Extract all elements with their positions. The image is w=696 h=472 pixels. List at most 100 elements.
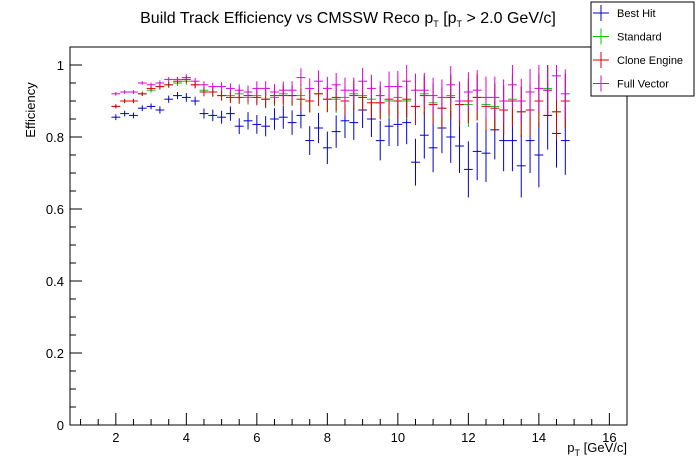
data-point bbox=[296, 88, 306, 110]
data-point bbox=[455, 81, 464, 121]
data-point bbox=[199, 87, 209, 97]
data-point bbox=[120, 110, 130, 117]
data-point bbox=[137, 91, 147, 96]
data-point bbox=[384, 71, 394, 102]
data-point bbox=[287, 81, 297, 100]
data-point bbox=[437, 79, 447, 116]
data-point bbox=[129, 112, 138, 119]
data-point bbox=[137, 81, 147, 85]
data-point bbox=[331, 72, 341, 97]
data-point bbox=[278, 105, 288, 129]
data-point bbox=[296, 68, 306, 87]
data-point bbox=[190, 96, 200, 106]
x-axis-title: pT [GeV/c] bbox=[567, 440, 627, 458]
data-point bbox=[490, 76, 500, 119]
data-point bbox=[358, 67, 368, 95]
y-tick-label: 0.2 bbox=[46, 346, 64, 361]
data-point bbox=[164, 76, 174, 82]
data-point bbox=[111, 104, 121, 109]
y-tick-label: 1 bbox=[57, 58, 64, 73]
x-tick-label: 12 bbox=[461, 430, 475, 445]
data-point bbox=[243, 85, 253, 99]
plot-frame bbox=[69, 46, 628, 426]
data-point bbox=[217, 110, 226, 124]
data-point bbox=[543, 66, 553, 114]
data-point bbox=[270, 84, 279, 100]
data-point bbox=[111, 92, 121, 96]
data-point bbox=[190, 77, 200, 85]
x-tick-label: 2 bbox=[112, 430, 119, 445]
legend-entry: Full Vector bbox=[593, 75, 669, 92]
chart-title: Build Track Efficiency vs CMSSW Reco pT … bbox=[140, 10, 556, 29]
data-point bbox=[173, 92, 182, 100]
legend-label: Clone Engine bbox=[617, 55, 683, 67]
legend-entry: Standard bbox=[593, 28, 662, 45]
data-point bbox=[155, 80, 165, 86]
data-point bbox=[225, 83, 235, 94]
data-point bbox=[314, 112, 323, 144]
data-point bbox=[164, 81, 174, 88]
data-point bbox=[270, 108, 279, 130]
data-point bbox=[367, 74, 376, 103]
data-point bbox=[375, 81, 385, 110]
data-point bbox=[287, 110, 297, 135]
data-point bbox=[243, 112, 253, 130]
data-point bbox=[331, 115, 341, 148]
data-point bbox=[120, 98, 130, 104]
data-point bbox=[472, 122, 482, 181]
data-point bbox=[349, 77, 359, 103]
data-point bbox=[340, 77, 350, 103]
data-point bbox=[164, 95, 174, 103]
data-point bbox=[560, 69, 570, 119]
data-point bbox=[155, 106, 165, 114]
data-point bbox=[199, 81, 209, 89]
data-point bbox=[252, 81, 262, 96]
data-point bbox=[428, 77, 438, 114]
data-point bbox=[234, 118, 244, 135]
y-axis-title: Efficiency bbox=[23, 82, 38, 138]
data-point bbox=[234, 84, 244, 96]
data-point bbox=[120, 90, 130, 94]
data-point bbox=[393, 70, 403, 103]
data-point bbox=[146, 82, 156, 87]
x-tick-label: 10 bbox=[391, 430, 405, 445]
data-point bbox=[481, 124, 491, 182]
legend-entry: Clone Engine bbox=[593, 52, 683, 68]
x-tick-label: 16 bbox=[602, 430, 616, 445]
data-point bbox=[411, 73, 420, 107]
data-point bbox=[446, 66, 456, 104]
data-point bbox=[455, 119, 464, 173]
x-tick-label: 4 bbox=[183, 430, 190, 445]
data-point bbox=[217, 90, 226, 101]
series-full-vector bbox=[111, 65, 570, 124]
data-point bbox=[508, 65, 517, 108]
legend: Best Hit Standard Clone Engine Full Vector bbox=[590, 1, 695, 97]
x-tick-label: 14 bbox=[532, 430, 546, 445]
data-point bbox=[305, 126, 315, 155]
data-point bbox=[322, 131, 332, 164]
data-point bbox=[208, 82, 218, 91]
data-point bbox=[463, 72, 473, 112]
data-point bbox=[225, 106, 235, 121]
data-point bbox=[419, 72, 429, 108]
data-point bbox=[349, 105, 359, 140]
data-point bbox=[534, 122, 544, 188]
data-point bbox=[225, 91, 235, 104]
x-tick-label: 6 bbox=[253, 430, 260, 445]
data-point bbox=[525, 68, 535, 116]
data-point bbox=[208, 109, 218, 122]
data-point bbox=[419, 111, 429, 159]
data-point bbox=[146, 103, 156, 110]
data-point bbox=[129, 98, 138, 104]
data-point bbox=[481, 76, 491, 119]
data-point bbox=[534, 65, 544, 113]
x-tick-label: 8 bbox=[324, 430, 331, 445]
data-point bbox=[181, 93, 191, 102]
data-point bbox=[252, 115, 262, 134]
data-point bbox=[516, 134, 526, 198]
data-point bbox=[446, 111, 456, 163]
data-point bbox=[322, 76, 332, 100]
data-series bbox=[111, 65, 570, 198]
